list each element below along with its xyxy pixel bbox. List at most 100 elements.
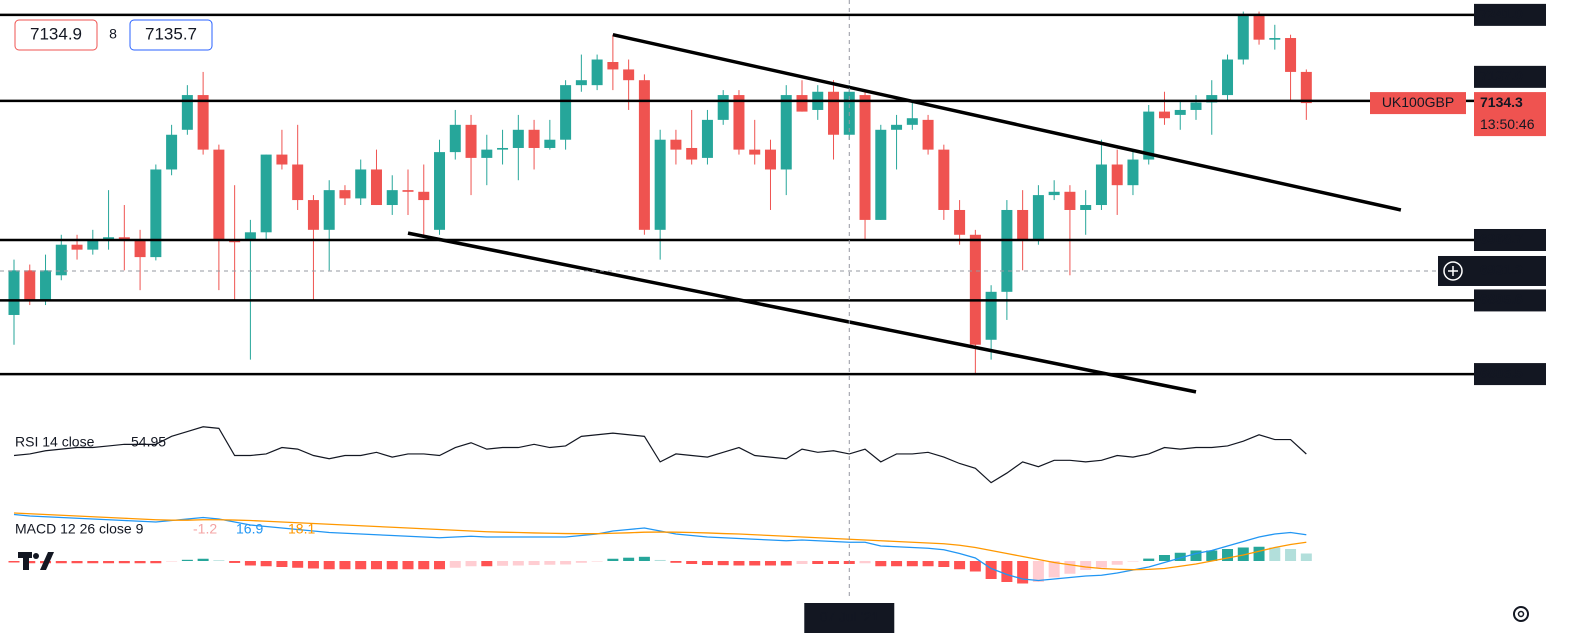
histogram-bar xyxy=(434,561,446,570)
candle-body xyxy=(985,291,997,340)
candle-body xyxy=(686,147,698,160)
histogram-bar xyxy=(1032,561,1044,582)
candle-body xyxy=(323,190,335,230)
candle-body xyxy=(764,149,776,170)
candle-body xyxy=(1080,205,1092,210)
histogram-bar xyxy=(544,561,556,565)
crosshair-time: 07 Jul '21 xyxy=(820,609,880,625)
ask: 7135.7 xyxy=(145,24,197,43)
histogram-bar xyxy=(1190,550,1202,561)
crosshair-plus-sign xyxy=(1448,265,1458,276)
candle-body xyxy=(1285,38,1297,72)
candle-body xyxy=(55,244,67,276)
candle-body xyxy=(40,270,52,301)
histogram-bar xyxy=(654,559,666,561)
histogram-bar xyxy=(118,561,130,564)
histogram-bar xyxy=(686,561,698,564)
histogram-bar xyxy=(607,558,619,561)
rsi-name: RSI 14 close xyxy=(15,434,95,450)
histogram-bar xyxy=(1111,561,1123,565)
last-price: 7134.3 xyxy=(1480,94,1523,110)
histogram-bar xyxy=(260,561,272,567)
histogram-bar xyxy=(780,561,792,566)
candle-body xyxy=(386,190,398,206)
candle-body xyxy=(875,129,887,220)
candle-body xyxy=(1048,191,1060,196)
candle-body xyxy=(244,232,256,240)
histogram-bar xyxy=(512,561,524,566)
macd-line xyxy=(13,512,1307,571)
histogram-bar xyxy=(402,561,414,570)
candle-body xyxy=(1237,14,1249,60)
histogram-bar xyxy=(213,560,225,561)
crosshair-time-box xyxy=(804,603,895,633)
histogram-bar xyxy=(796,561,808,564)
histogram-bar xyxy=(103,561,115,564)
histogram-bar xyxy=(812,561,824,564)
candle-body xyxy=(528,129,540,148)
histogram-bar xyxy=(1158,555,1170,561)
level-label-box xyxy=(1474,3,1546,26)
candle-body xyxy=(1111,164,1123,186)
histogram-bar xyxy=(575,561,587,563)
histogram-bar xyxy=(1017,561,1029,584)
histogram-bar xyxy=(938,561,950,567)
candle-body xyxy=(670,139,682,150)
logo-part xyxy=(23,552,29,570)
histogram-bar xyxy=(166,561,178,562)
histogram-bar xyxy=(449,561,461,568)
histogram-bar xyxy=(465,561,477,567)
histogram-bar xyxy=(638,556,650,561)
candle-body xyxy=(544,139,556,148)
settings-icon[interactable] xyxy=(1513,606,1529,622)
level-label: 6968.7 xyxy=(1480,231,1523,247)
histogram-bar xyxy=(922,561,934,567)
candle-body xyxy=(465,124,477,158)
crosshair-plus xyxy=(1443,261,1463,281)
histogram-bar xyxy=(560,561,572,565)
candle-body xyxy=(497,147,509,150)
candle-body xyxy=(8,270,20,315)
last-price-box xyxy=(1474,92,1546,137)
histogram-bar xyxy=(1253,546,1265,561)
level-label: 6895.6 xyxy=(1480,291,1523,307)
candle-body xyxy=(1158,111,1170,119)
candle-body xyxy=(402,190,414,192)
candle-body xyxy=(87,239,99,250)
histogram-bar xyxy=(701,561,713,566)
candle-body xyxy=(1222,59,1234,96)
histogram-bar xyxy=(670,561,682,563)
candle-body xyxy=(701,119,713,158)
crosshair-price: 6931.2 xyxy=(1480,262,1523,278)
candle-body xyxy=(560,85,572,140)
histogram-bar xyxy=(244,561,256,566)
histogram-bar xyxy=(229,561,241,563)
histogram-bar xyxy=(355,561,367,570)
histogram-bar xyxy=(55,561,67,564)
candle-body xyxy=(891,124,903,130)
candle-body xyxy=(1269,38,1281,40)
histogram-bar xyxy=(906,561,918,567)
logo[interactable] xyxy=(18,552,54,570)
candle-body xyxy=(449,124,461,153)
level-label: 6806.5 xyxy=(1480,365,1523,381)
histogram-bar xyxy=(1080,561,1092,570)
candle-body xyxy=(1143,111,1155,160)
candle-body xyxy=(418,191,430,201)
candle-body xyxy=(780,95,792,170)
candle-body xyxy=(71,244,83,250)
histogram-bar xyxy=(1206,550,1218,561)
histogram-bar xyxy=(370,561,382,570)
candle-body xyxy=(969,234,981,345)
candle-body xyxy=(623,69,635,81)
spread: 8 xyxy=(109,26,117,42)
level-label-box xyxy=(1474,65,1546,88)
histogram-bar xyxy=(1285,549,1297,561)
histogram-bar xyxy=(591,561,603,562)
candle-body xyxy=(607,62,619,70)
histogram-bar xyxy=(481,561,493,567)
histogram-bar xyxy=(859,561,871,564)
histogram-bar xyxy=(71,561,83,564)
candle-body xyxy=(481,149,493,158)
